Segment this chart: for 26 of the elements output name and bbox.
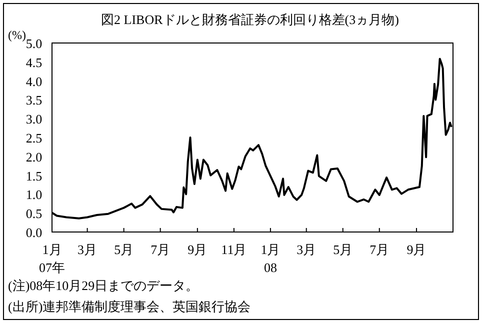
xtick: 1月 07年 <box>39 242 65 275</box>
ytick: 2.5 <box>26 130 42 146</box>
xtick: 9月 <box>188 242 208 257</box>
annotation: (出所)連邦準備制度理事会、英国銀行協会 <box>8 299 251 314</box>
xtick: 11月 <box>221 242 247 257</box>
xtick: 3月 <box>78 242 98 257</box>
ytick: 1.0 <box>26 187 42 202</box>
ytick: 5.0 <box>26 36 42 51</box>
xtick: 9月 <box>406 242 426 257</box>
annotation: (注)08年10月29日までのデータ。 <box>8 278 199 293</box>
ytick: 0.0 <box>26 225 42 240</box>
title: 図2 LIBORドルと財務省証券の利回り格差(3ヵ月物) <box>101 12 399 27</box>
xtick: 5月 <box>114 242 134 257</box>
xtick: 7月 <box>150 242 170 257</box>
ytick: 3.0 <box>26 112 42 127</box>
xtick: 7月 <box>370 242 390 257</box>
xtick: 3月 <box>296 242 316 257</box>
ytick: 1.5 <box>26 168 42 184</box>
ytick: 0.5 <box>26 206 42 222</box>
ytick: 4.5 <box>26 54 42 70</box>
xtick: 1月 08 <box>260 242 280 275</box>
ytick: 2.0 <box>26 149 42 164</box>
ytick: 4.0 <box>26 74 42 89</box>
ytick: 3.5 <box>26 92 42 108</box>
xtick: 5月 <box>333 242 353 257</box>
ylabel: (%) <box>8 28 26 42</box>
